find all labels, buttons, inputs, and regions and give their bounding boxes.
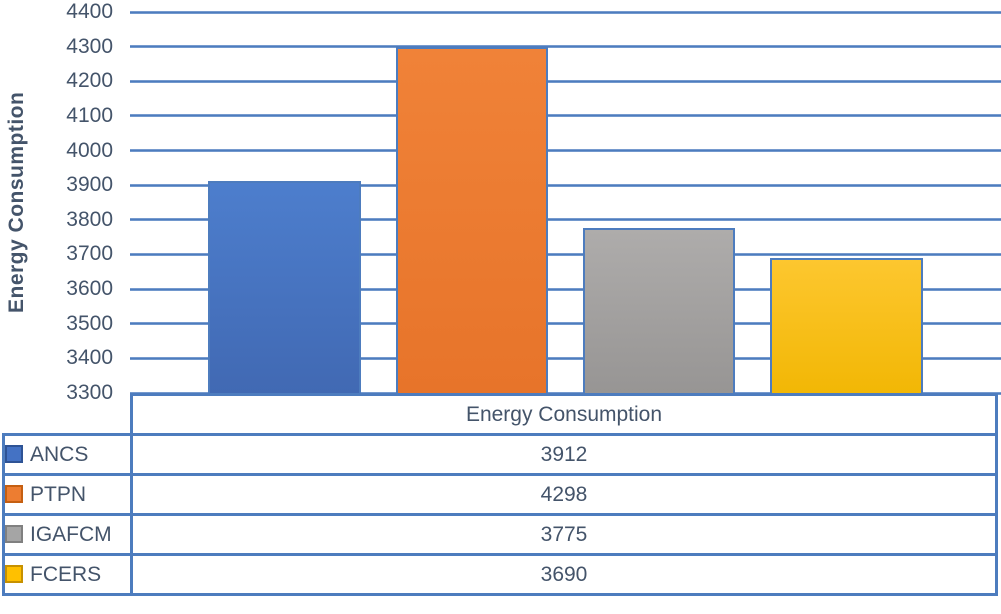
table-header-row: Energy Consumption xyxy=(4,393,998,436)
legend-swatch-ptpn xyxy=(5,484,23,503)
gridline xyxy=(130,10,1001,14)
y-tick-label: 3300 xyxy=(66,381,113,404)
gridline xyxy=(130,114,1001,118)
gridline xyxy=(130,149,1001,153)
y-tick-label: 3400 xyxy=(66,346,113,370)
bar-igafcm xyxy=(582,228,736,393)
table-row: PTPN 4298 xyxy=(2,473,998,516)
y-tick-label: 3500 xyxy=(66,311,113,335)
y-tick-label: 4100 xyxy=(66,103,113,127)
bar-ptpn xyxy=(395,47,549,393)
gridline xyxy=(130,79,1001,83)
legend-swatch-fcers xyxy=(5,564,23,583)
y-tick-label: 4400 xyxy=(66,0,113,23)
legend-swatch-ancs xyxy=(5,444,23,463)
gridline xyxy=(130,45,1001,49)
gridline xyxy=(130,322,1001,326)
legend-swatch-igafcm xyxy=(5,524,23,543)
gridline xyxy=(130,218,1001,222)
gridline xyxy=(130,391,1001,395)
legend-cell-igafcm: IGAFCM xyxy=(2,513,133,556)
y-tick-label: 4300 xyxy=(66,34,113,58)
table-row: IGAFCM 3775 xyxy=(2,513,998,556)
legend-label: ANCS xyxy=(30,442,89,466)
table-row: ANCS 3912 xyxy=(2,433,998,476)
gridline xyxy=(130,252,1001,256)
y-tick-label: 3800 xyxy=(66,207,113,231)
y-tick-label: 3600 xyxy=(66,277,113,301)
value-cell-igafcm: 3775 xyxy=(130,513,998,556)
value-cell-ancs: 3912 xyxy=(130,433,998,476)
plot-area xyxy=(130,10,1001,395)
table-row: FCERS 3690 xyxy=(2,553,998,596)
value-cell-fcers: 3690 xyxy=(130,553,998,596)
y-axis-tick-labels: 4400 4300 4200 4100 4000 3900 3800 3700 3600 3500… xyxy=(0,0,113,404)
y-tick-label: 3700 xyxy=(66,242,113,266)
bar-fcers xyxy=(770,257,923,393)
value-cell-ptpn: 4298 xyxy=(130,473,998,516)
y-tick-label: 4000 xyxy=(66,138,113,162)
legend-cell-fcers: FCERS xyxy=(2,553,133,596)
bar-ancs xyxy=(208,181,361,393)
legend-label: FCERS xyxy=(30,562,102,586)
gridline xyxy=(130,287,1001,291)
legend-label: PTPN xyxy=(30,482,87,506)
legend-cell-ancs: ANCS xyxy=(2,433,133,476)
y-tick-label: 3900 xyxy=(66,173,113,197)
gridline xyxy=(130,183,1001,187)
gridline xyxy=(130,356,1001,360)
table-header-energy-consumption: Energy Consumption xyxy=(130,393,998,436)
table-corner xyxy=(4,395,132,435)
legend-cell-ptpn: PTPN xyxy=(2,473,133,516)
y-tick-label: 4200 xyxy=(66,69,113,93)
data-table: Energy Consumption ANCS 3912 PTPN 4298 I… xyxy=(2,393,998,596)
legend-label: IGAFCM xyxy=(30,522,112,546)
